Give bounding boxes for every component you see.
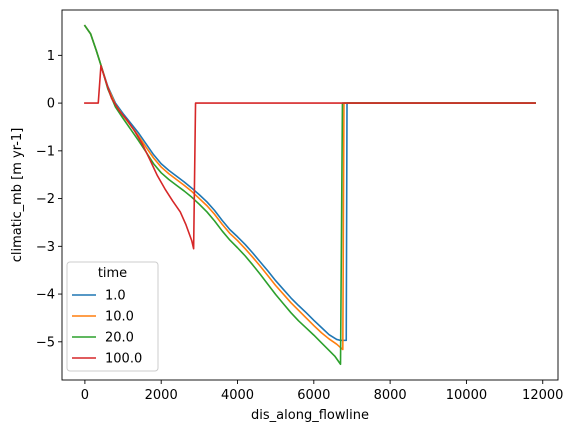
y-axis-label: climatic_mb [m yr-1] [10,128,25,263]
x-tick-label: 8000 [374,388,407,403]
x-axis-label: dis_along_flowline [251,408,369,423]
y-axis-ticks: 1 0 −1 −2 −3 −4 −5 [36,49,62,350]
x-tick-label: 12000 [522,388,563,403]
y-tick-label: 1 [47,49,55,64]
x-axis-ticks: 0 2000 4000 6000 8000 10000 12000 [81,380,563,403]
x-tick-label: 4000 [221,388,254,403]
y-tick-label: −1 [36,144,55,159]
series-line-3 [84,65,536,250]
axes-frame [61,9,559,381]
y-tick-label: −5 [36,335,55,350]
legend-title: time [98,266,127,281]
y-tick-label: 0 [47,97,55,112]
series-layer [83,24,536,366]
legend-box [66,261,159,372]
y-tick-label: −3 [36,240,55,255]
y-tick-label: −2 [36,192,55,207]
series-line-0 [83,24,536,342]
legend: time 1.0 10.0 20.0 100.0 [66,261,159,372]
x-tick-label: 6000 [297,388,330,403]
legend-label-0: 1.0 [105,289,126,304]
legend-label-1: 10.0 [105,310,134,325]
legend-label-3: 100.0 [105,352,142,367]
legend-label-2: 20.0 [105,331,134,346]
x-tick-label: 0 [81,388,89,403]
x-tick-label: 2000 [145,388,178,403]
series-line-2 [83,24,536,366]
y-tick-label: −4 [36,288,55,303]
x-tick-label: 10000 [446,388,487,403]
